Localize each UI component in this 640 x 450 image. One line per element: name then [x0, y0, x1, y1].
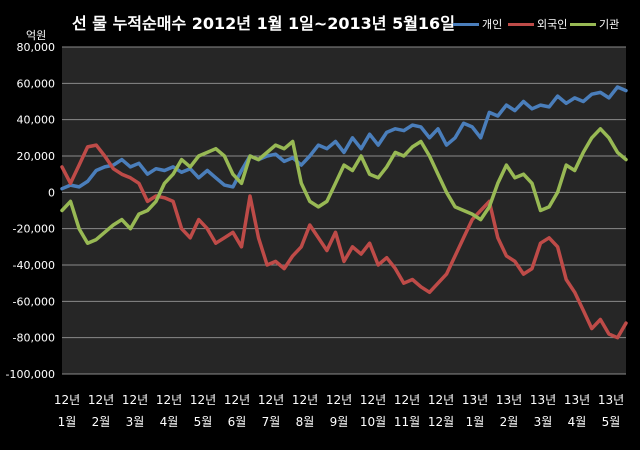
- x-tick-label: 12년: [360, 393, 386, 407]
- x-tick-label: 5월: [602, 415, 621, 429]
- legend-item-individual: 개인: [453, 16, 502, 32]
- x-tick-label: 12년: [54, 393, 80, 407]
- x-tick-label: 12년: [428, 393, 454, 407]
- x-tick-label: 10월: [360, 415, 386, 429]
- x-tick-label: 12년: [394, 393, 420, 407]
- x-tick-label: 13년: [496, 393, 522, 407]
- x-tick-label: 12년: [224, 393, 250, 407]
- x-tick-label: 3월: [534, 415, 553, 429]
- x-tick-label: 13년: [530, 393, 556, 407]
- y-tick-label: -100,000: [6, 368, 55, 381]
- y-tick-label: 80,000: [17, 41, 56, 54]
- x-tick-label: 12년: [156, 393, 182, 407]
- y-tick-label: 0: [48, 186, 55, 199]
- legend-label-foreign: 외국인: [537, 18, 568, 31]
- x-tick-label: 12년: [122, 393, 148, 407]
- x-tick-label: 12년: [326, 393, 352, 407]
- legend-item-foreign: 외국인: [508, 16, 567, 32]
- x-tick-label: 2월: [92, 415, 111, 429]
- x-tick-label: 12월: [428, 415, 454, 429]
- x-tick-label: 12년: [292, 393, 318, 407]
- x-tick-label: 9월: [330, 415, 349, 429]
- x-tick-label: 12년: [88, 393, 114, 407]
- chart-title: 선 물 누적순매수 2012년 1월 1일~2013년 5월16일: [72, 14, 455, 33]
- legend-swatch-foreign: [508, 22, 534, 26]
- legend-swatch-institution: [570, 22, 596, 26]
- x-tick-label: 7월: [262, 415, 281, 429]
- y-tick-label: 60,000: [17, 77, 56, 90]
- x-tick-label: 5월: [194, 415, 213, 429]
- x-tick-label: 13년: [462, 393, 488, 407]
- legend-item-institution: 기관: [570, 16, 619, 32]
- x-tick-label: 2월: [500, 415, 519, 429]
- y-tick-label: -80,000: [13, 332, 55, 345]
- x-tick-label: 6월: [228, 415, 247, 429]
- x-tick-label: 4월: [568, 415, 587, 429]
- y-axis-unit-label: 억원: [26, 29, 47, 42]
- x-tick-label: 11월: [394, 415, 420, 429]
- y-tick-label: -40,000: [13, 259, 55, 272]
- series-line-foreign: [60, 143, 628, 340]
- series-line-institution: [60, 127, 628, 245]
- x-tick-label: 12년: [258, 393, 284, 407]
- x-tick-label: 3월: [126, 415, 145, 429]
- y-tick-label: -20,000: [13, 223, 55, 236]
- series-line-individual: [60, 85, 628, 191]
- y-tick-label: -60,000: [13, 295, 55, 308]
- plot-area: [62, 47, 626, 374]
- x-tick-label: 8월: [296, 415, 315, 429]
- legend-label-institution: 기관: [599, 18, 620, 31]
- x-tick-label: 1월: [58, 415, 77, 429]
- x-tick-label: 4월: [160, 415, 179, 429]
- x-tick-label: 13년: [564, 393, 590, 407]
- x-tick-label: 1월: [466, 415, 485, 429]
- y-tick-label: 40,000: [17, 114, 56, 127]
- x-tick-label: 13년: [598, 393, 624, 407]
- legend-label-individual: 개인: [482, 18, 503, 31]
- y-tick-label: 20,000: [17, 150, 56, 163]
- x-tick-label: 12년: [190, 393, 216, 407]
- legend-swatch-individual: [453, 22, 479, 26]
